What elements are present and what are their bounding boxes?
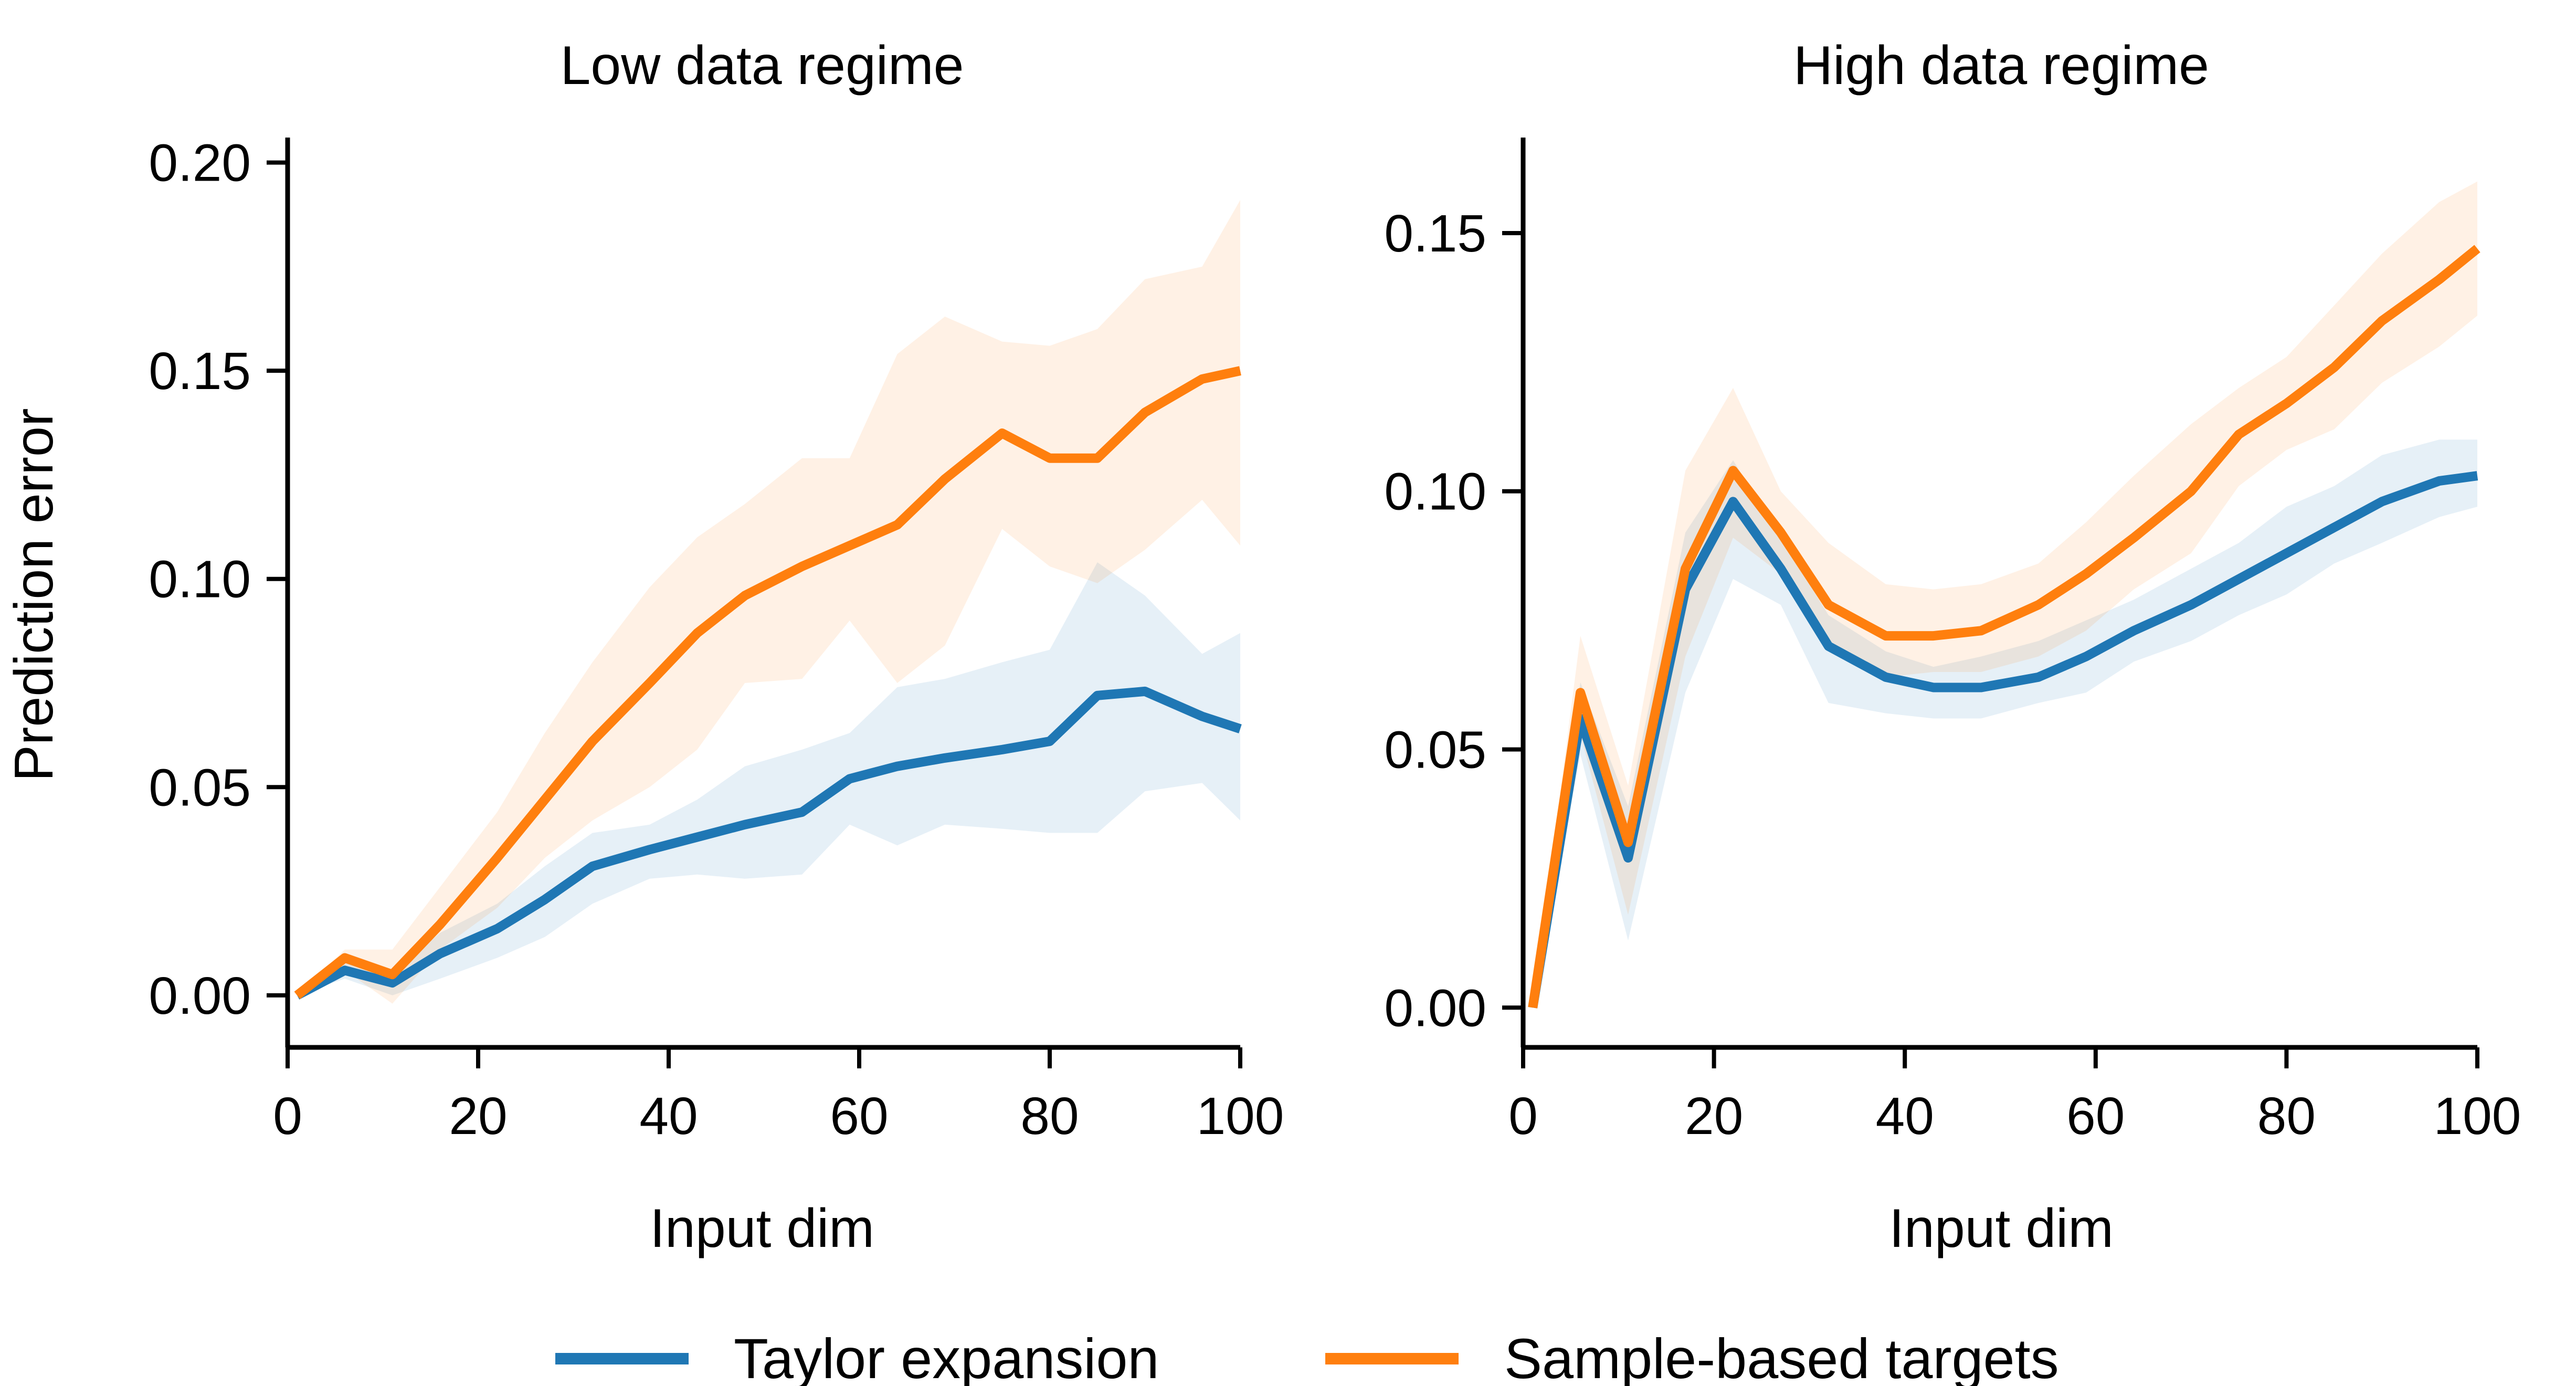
x-tick-label: 60 bbox=[830, 1087, 888, 1146]
y-tick-label: 0.05 bbox=[1384, 720, 1486, 779]
legend: Taylor expansion Sample-based targets bbox=[555, 1327, 2059, 1386]
y-tick-label: 0.10 bbox=[1384, 463, 1486, 521]
x-ticks: 0 20 40 60 80 100 bbox=[273, 1047, 1284, 1146]
y-tick-label: 0.05 bbox=[149, 758, 251, 817]
line-sample-based-targets bbox=[294, 366, 1241, 999]
line-taylor-expansion bbox=[1528, 471, 2478, 1009]
x-tick-label: 0 bbox=[1508, 1087, 1538, 1146]
y-tick-label: 0.15 bbox=[149, 342, 251, 401]
x-tick-label: 80 bbox=[2257, 1087, 2316, 1146]
y-tick-label: 0.10 bbox=[149, 550, 251, 609]
x-ticks: 0 20 40 60 80 100 bbox=[1508, 1047, 2521, 1146]
y-tick-label: 0.00 bbox=[1384, 979, 1486, 1037]
x-tick-label: 20 bbox=[449, 1087, 507, 1146]
y-ticks: 0.00 0.05 0.10 0.15 0.20 bbox=[149, 134, 288, 1025]
x-tick-label: 20 bbox=[1685, 1087, 1743, 1146]
y-tick-label: 0.20 bbox=[149, 134, 251, 193]
y-tick-label: 0.00 bbox=[149, 967, 251, 1025]
y-ticks: 0.00 0.05 0.10 0.15 bbox=[1384, 204, 1523, 1037]
x-tick-label: 40 bbox=[1876, 1087, 1934, 1146]
x-tick-label: 100 bbox=[2434, 1087, 2521, 1146]
x-tick-label: 100 bbox=[1197, 1087, 1284, 1146]
band-sample-based-targets bbox=[1533, 181, 2477, 1008]
panel-title: High data regime bbox=[1793, 35, 2209, 96]
x-tick-label: 40 bbox=[639, 1087, 698, 1146]
plot-area bbox=[1528, 181, 2480, 1009]
x-axis-label: Input dim bbox=[1889, 1198, 2114, 1259]
legend-item-sample-based-targets: Sample-based targets bbox=[1325, 1327, 2059, 1386]
panel-title: Low data regime bbox=[561, 35, 964, 96]
band-sample-based-targets bbox=[297, 200, 1240, 1004]
panel-low-data-regime: Low data regime 0 20 40 60 80 100 0.00 0.05 0.1… bbox=[4, 35, 1284, 1259]
line-sample-based-targets bbox=[1528, 245, 2480, 1009]
x-tick-label: 80 bbox=[1020, 1087, 1079, 1146]
legend-item-taylor-expansion: Taylor expansion bbox=[555, 1327, 1159, 1386]
plot-area bbox=[294, 200, 1242, 1004]
x-axis-label: Input dim bbox=[650, 1198, 874, 1259]
x-tick-label: 0 bbox=[273, 1087, 302, 1146]
panel-high-data-regime: High data regime 0 20 40 60 80 100 0.000.050.… bbox=[1384, 35, 2521, 1259]
y-axis-label: Prediction error bbox=[4, 408, 65, 782]
band-taylor-expansion bbox=[297, 562, 1240, 995]
legend-label-sample-based-targets: Sample-based targets bbox=[1504, 1327, 2059, 1386]
x-tick-label: 60 bbox=[2066, 1087, 2125, 1146]
y-tick-label: 0.15 bbox=[1384, 204, 1486, 263]
legend-label-taylor-expansion: Taylor expansion bbox=[734, 1327, 1159, 1386]
line-taylor-expansion bbox=[294, 686, 1242, 1000]
